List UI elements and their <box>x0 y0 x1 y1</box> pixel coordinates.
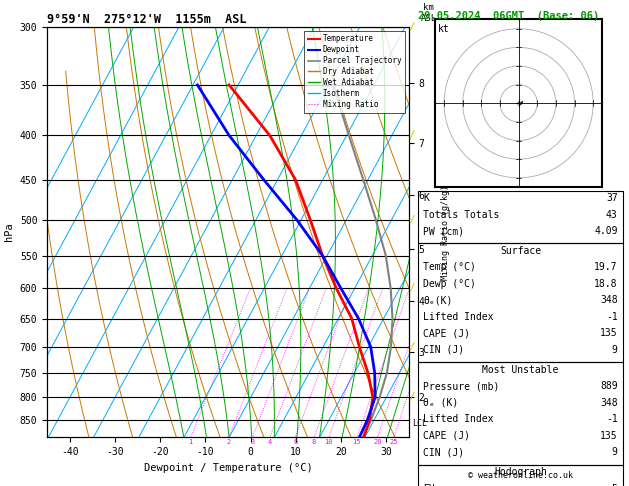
Text: 37: 37 <box>606 193 618 204</box>
Text: 9: 9 <box>612 448 618 457</box>
Text: 2: 2 <box>226 439 231 445</box>
Text: /: / <box>409 283 415 294</box>
Legend: Temperature, Dewpoint, Parcel Trajectory, Dry Adiabat, Wet Adiabat, Isotherm, Mi: Temperature, Dewpoint, Parcel Trajectory… <box>304 31 405 113</box>
Text: Hodograph: Hodograph <box>494 467 547 477</box>
Text: /: / <box>409 342 415 352</box>
Text: 10: 10 <box>325 439 333 445</box>
Text: 889: 889 <box>600 382 618 391</box>
X-axis label: Dewpoint / Temperature (°C): Dewpoint / Temperature (°C) <box>143 463 313 473</box>
Text: /: / <box>409 215 415 225</box>
Text: 15: 15 <box>353 439 361 445</box>
Text: Lifted Index: Lifted Index <box>423 312 494 322</box>
Text: Most Unstable: Most Unstable <box>482 365 559 375</box>
Text: 348: 348 <box>600 295 618 305</box>
Text: 20: 20 <box>373 439 382 445</box>
Text: Totals Totals: Totals Totals <box>423 210 499 220</box>
Text: -1: -1 <box>606 415 618 424</box>
Text: Surface: Surface <box>500 246 541 256</box>
Text: 135: 135 <box>600 329 618 338</box>
Text: CAPE (J): CAPE (J) <box>423 329 470 338</box>
Text: 135: 135 <box>600 431 618 441</box>
Text: Lifted Index: Lifted Index <box>423 415 494 424</box>
Text: /: / <box>409 130 415 140</box>
Text: Dewp (°C): Dewp (°C) <box>423 279 476 289</box>
Text: θₑ(K): θₑ(K) <box>423 295 453 305</box>
Text: K: K <box>423 193 429 204</box>
Text: 18.8: 18.8 <box>594 279 618 289</box>
Text: CAPE (J): CAPE (J) <box>423 431 470 441</box>
Y-axis label: hPa: hPa <box>4 223 14 242</box>
Text: 19.7: 19.7 <box>594 262 618 272</box>
Text: EH: EH <box>423 484 435 486</box>
Text: 9°59'N  275°12'W  1155m  ASL: 9°59'N 275°12'W 1155m ASL <box>47 13 247 26</box>
Text: PW (cm): PW (cm) <box>423 226 464 237</box>
Text: θₑ (K): θₑ (K) <box>423 398 459 408</box>
Text: -1: -1 <box>606 312 618 322</box>
Text: 5: 5 <box>612 484 618 486</box>
Text: 29.05.2024  06GMT  (Base: 06): 29.05.2024 06GMT (Base: 06) <box>418 11 599 21</box>
Text: Temp (°C): Temp (°C) <box>423 262 476 272</box>
Text: © weatheronline.co.uk: © weatheronline.co.uk <box>468 471 573 480</box>
Text: CIN (J): CIN (J) <box>423 448 464 457</box>
Text: Pressure (mb): Pressure (mb) <box>423 382 499 391</box>
Text: kt: kt <box>438 24 450 35</box>
Text: 43: 43 <box>606 210 618 220</box>
Text: km
ASL: km ASL <box>421 3 437 23</box>
Text: 348: 348 <box>600 398 618 408</box>
Text: 6: 6 <box>293 439 298 445</box>
Text: Mixing Ratio (g/kg): Mixing Ratio (g/kg) <box>440 185 450 279</box>
Text: 1: 1 <box>189 439 192 445</box>
Text: 9: 9 <box>612 345 618 355</box>
Text: 25: 25 <box>389 439 398 445</box>
Text: 4.09: 4.09 <box>594 226 618 237</box>
Text: /: / <box>409 392 415 402</box>
Text: 4: 4 <box>268 439 272 445</box>
Text: LCL: LCL <box>413 419 428 428</box>
Text: 8: 8 <box>312 439 316 445</box>
Text: /: / <box>409 22 415 32</box>
Text: 3: 3 <box>250 439 255 445</box>
Text: CIN (J): CIN (J) <box>423 345 464 355</box>
